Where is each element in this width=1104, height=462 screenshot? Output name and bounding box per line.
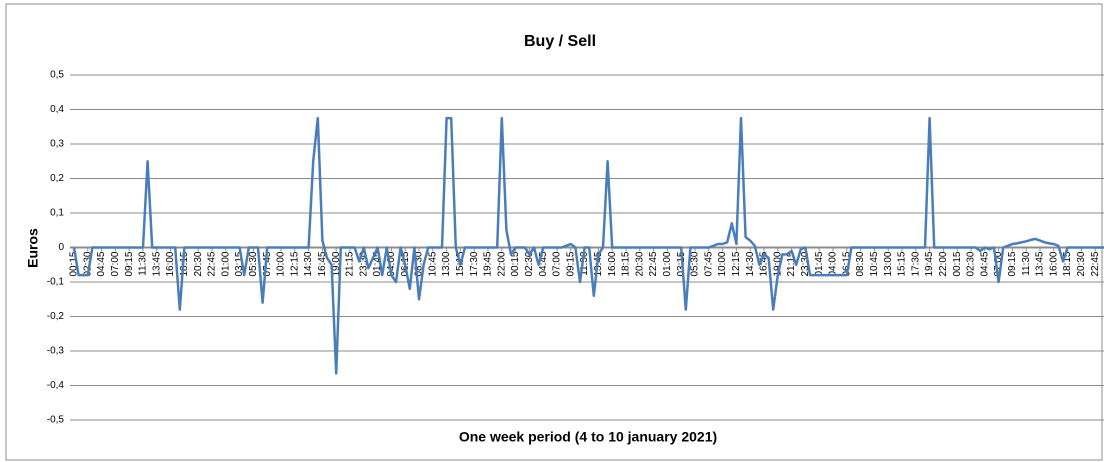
x-tick-label: 18:15 [1062,251,1073,276]
x-tick-label: 10:45 [869,251,880,276]
x-tick-label: 05:30 [690,251,701,276]
y-tick-label: 0,1 [50,208,64,219]
x-tick-label: 03:15 [234,251,245,276]
x-tick-label: 19:00 [331,251,342,276]
chart-border [5,3,1103,461]
x-axis-label: One week period (4 to 10 january 2021) [459,429,717,445]
x-tick-label: 14:30 [745,251,756,276]
x-tick-label: 00:15 [510,251,521,276]
x-tick-label: 16:45 [317,251,328,276]
chart-title: Buy / Sell [524,33,596,50]
x-tick-label: 12:15 [289,251,300,276]
x-tick-label: 07:00 [552,251,563,276]
x-tick-label: 02:30 [966,251,977,276]
x-tick-label: 04:45 [538,251,549,276]
x-tick-label: 18:15 [621,251,632,276]
x-tick-label: 11:30 [579,251,590,276]
x-tick-label: 09:15 [1007,251,1018,276]
x-tick-label: 07:45 [262,251,273,276]
x-tick-label: 21:15 [345,251,356,276]
y-tick-label: -0,3 [47,346,65,357]
x-tick-label: 07:00 [110,251,121,276]
x-tick-label: 22:45 [1090,251,1101,276]
x-tick-label: 04:00 [386,251,397,276]
data-line [72,116,1104,375]
x-tick-label: 06:15 [841,251,852,276]
x-tick-label: 16:00 [607,251,618,276]
x-tick-label: 04:45 [96,251,107,276]
x-tick-label: 23:30 [358,251,369,276]
y-tick-label: -0,5 [47,415,65,426]
x-tick-label: 12:15 [731,251,742,276]
x-tick-label: 13:00 [441,251,452,276]
y-axis-label: Euros [25,228,41,268]
y-tick-label: 0 [58,242,64,253]
x-tick-label: 08:30 [414,251,425,276]
x-tick-label: 09:15 [124,251,135,276]
x-tick-label: 11:30 [1021,251,1032,276]
x-tick-label: 18:15 [179,251,190,276]
x-tick-label: 16:45 [759,251,770,276]
x-tick-label: 20:30 [1076,251,1087,276]
y-tick-label: -0,4 [47,380,65,391]
x-tick-label: 07:00 [993,251,1004,276]
x-tick-label: 01:45 [372,251,383,276]
x-tick-label: 16:00 [165,251,176,276]
x-tick-label: 00:15 [952,251,963,276]
x-tick-label: 22:45 [207,251,218,276]
x-tick-label: 17:30 [910,251,921,276]
y-tick-label: 0,3 [50,139,64,150]
x-tick-label: 22:00 [496,251,507,276]
x-tick-label: 14:30 [303,251,314,276]
x-tick-label: 09:15 [565,251,576,276]
x-tick-label: 22:00 [938,251,949,276]
y-tick-label: 0,4 [50,104,64,115]
x-tick-label: 04:45 [979,251,990,276]
x-tick-label: 07:45 [703,251,714,276]
x-tick-label: 15:15 [897,251,908,276]
x-tick-label: 10:45 [427,251,438,276]
x-tick-label: 21:15 [786,251,797,276]
x-tick-label: 19:45 [924,251,935,276]
y-tick-label: -0,2 [47,311,65,322]
x-tick-label: 19:45 [483,251,494,276]
x-tick-label: 13:45 [1035,251,1046,276]
x-tick-label: 20:30 [634,251,645,276]
x-tick-label: 01:00 [220,251,231,276]
x-tick-label: 05:30 [248,251,259,276]
x-tick-label: 02:30 [82,251,93,276]
x-tick-label: 16:00 [1048,251,1059,276]
x-tick-label: 13:00 [883,251,894,276]
x-tick-label: 02:30 [524,251,535,276]
x-tick-label: 01:00 [662,251,673,276]
x-tick-label: 10:00 [717,251,728,276]
x-tick-label: 22:45 [648,251,659,276]
y-tick-label: 0,5 [50,70,64,81]
x-tick-label: 08:30 [855,251,866,276]
x-tick-label: 23:30 [800,251,811,276]
y-tick-label: 0,2 [50,173,64,184]
x-tick-label: 04:00 [828,251,839,276]
x-tick-label: 13:45 [151,251,162,276]
x-tick-label: 11:30 [138,251,149,276]
x-tick-label: 01:45 [814,251,825,276]
x-tick-label: 10:00 [276,251,287,276]
y-tick-label: -0,1 [47,277,65,288]
x-tick-label: 20:30 [193,251,204,276]
x-tick-label: 19:00 [772,251,783,276]
x-tick-label: 17:30 [469,251,480,276]
x-tick-label: 00:15 [69,251,80,276]
